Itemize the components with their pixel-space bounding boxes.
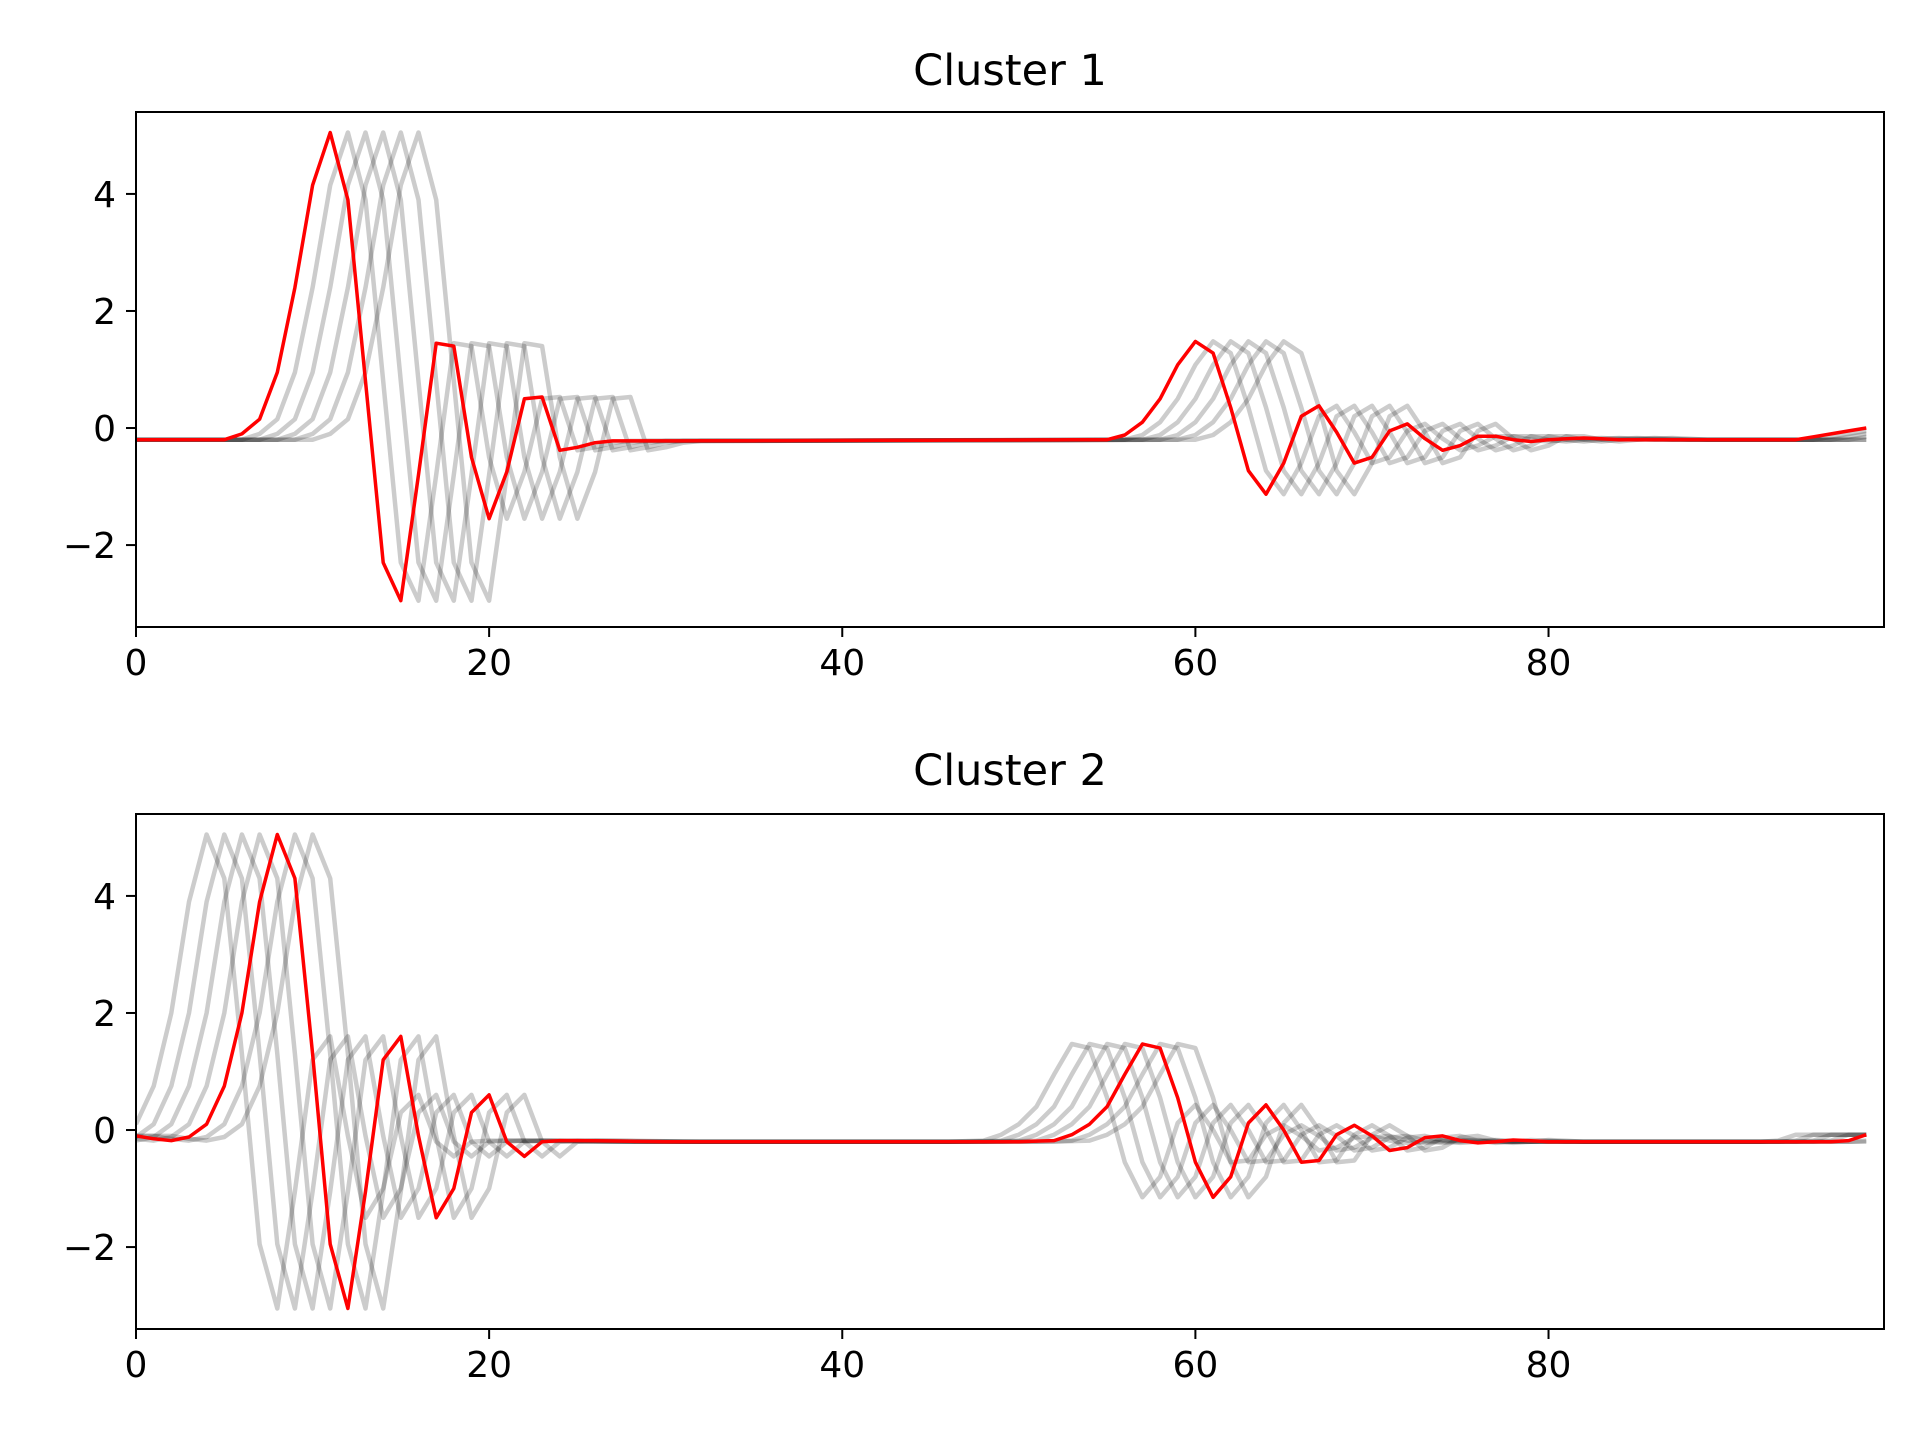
cluster-1-y-tick-label-4: 4 bbox=[93, 175, 116, 216]
cluster-1-y-tick-label-2: 2 bbox=[93, 292, 116, 333]
cluster-2-x-tick-label-60: 60 bbox=[1172, 1345, 1218, 1386]
cluster-2-y-tick-label-4: 4 bbox=[93, 877, 116, 918]
cluster-2-title: Cluster 2 bbox=[913, 746, 1107, 796]
cluster-1-x-tick-label-40: 40 bbox=[819, 643, 865, 684]
cluster-2-x-tick-label-20: 20 bbox=[466, 1345, 512, 1386]
cluster-1-x-tick-label-80: 80 bbox=[1526, 643, 1572, 684]
cluster-2-x-tick-label-40: 40 bbox=[819, 1345, 865, 1386]
cluster-2-centroid-series bbox=[136, 832, 1867, 1311]
cluster-2-series-group bbox=[136, 832, 1867, 1311]
cluster-2-x-tick-label-0: 0 bbox=[125, 1345, 148, 1386]
cluster-1-x-tick-label-20: 20 bbox=[466, 643, 512, 684]
cluster-2-y-tick-label-2: 2 bbox=[93, 994, 116, 1035]
cluster-1-centroid-series bbox=[136, 130, 1867, 603]
cluster-2-panel: Cluster 2 0 20 40 60 80 −2 0 2 4 bbox=[63, 746, 1885, 1386]
cluster-1-x-tick-label-60: 60 bbox=[1172, 643, 1218, 684]
cluster-1-y-tick-label--2: −2 bbox=[63, 526, 116, 567]
cluster-1-x-tick-label-0: 0 bbox=[125, 643, 148, 684]
cluster-2-axes-frame bbox=[135, 813, 1885, 1330]
cluster-1-title: Cluster 1 bbox=[913, 46, 1107, 96]
cluster-1-panel: Cluster 1 0 20 40 60 80 −2 0 2 4 bbox=[63, 46, 1885, 684]
cluster-2-x-tick-label-80: 80 bbox=[1526, 1345, 1572, 1386]
cluster-2-y-tick-label--2: −2 bbox=[63, 1228, 116, 1269]
cluster-2-y-tick-label-0: 0 bbox=[93, 1111, 116, 1152]
cluster-2-member-series-6 bbox=[136, 832, 1867, 1311]
cluster-1-y-tick-label-0: 0 bbox=[93, 409, 116, 450]
cluster-1-axes-frame bbox=[135, 111, 1885, 628]
cluster-1-series-group bbox=[136, 130, 1867, 603]
